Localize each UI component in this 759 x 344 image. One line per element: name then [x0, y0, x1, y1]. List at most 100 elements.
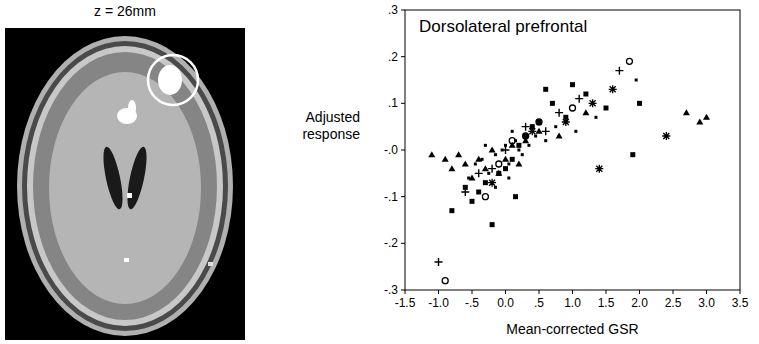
- point: [542, 127, 550, 135]
- point: [449, 208, 454, 213]
- point: [507, 177, 510, 180]
- point: [482, 165, 489, 171]
- x-tick: [572, 290, 573, 294]
- points: [428, 58, 710, 283]
- activation: [158, 65, 182, 95]
- x-tick-label: -1.0: [428, 296, 449, 310]
- point: [494, 186, 497, 189]
- point: [562, 118, 570, 126]
- brain-image: [5, 28, 245, 340]
- x-tick: [539, 290, 540, 294]
- point: [482, 194, 488, 200]
- point: [470, 199, 475, 204]
- point: [615, 67, 623, 75]
- point: [582, 109, 589, 115]
- y-tick-label: .2: [388, 50, 398, 64]
- x-tick: [740, 290, 741, 294]
- roi-circle: [148, 55, 198, 105]
- point: [496, 161, 502, 167]
- point: [595, 165, 603, 173]
- x-tick-label: .5: [534, 296, 544, 310]
- point: [514, 139, 517, 142]
- point: [550, 101, 555, 106]
- x-axis-title: Mean-corrected GSR: [506, 321, 638, 337]
- activation: [127, 193, 132, 198]
- image-background: [5, 28, 245, 340]
- point: [467, 177, 470, 180]
- plot-frame: [405, 10, 740, 290]
- point: [490, 222, 495, 227]
- point: [476, 190, 481, 195]
- point: [696, 119, 703, 125]
- point: [594, 116, 597, 119]
- point: [517, 149, 520, 152]
- activation: [208, 262, 213, 266]
- point: [544, 139, 547, 142]
- y-tick: [401, 290, 405, 291]
- point: [683, 109, 690, 115]
- y-tick: [401, 10, 405, 11]
- point: [534, 135, 537, 138]
- x-tick-label: 0.0: [497, 296, 514, 310]
- point: [503, 166, 508, 171]
- point: [543, 87, 548, 92]
- point: [496, 171, 501, 176]
- x-tick: [405, 290, 406, 294]
- x-tick-label: -.5: [465, 296, 479, 310]
- y-tick: [401, 150, 405, 151]
- point: [442, 278, 448, 284]
- white-matter: [49, 72, 201, 304]
- point: [474, 163, 477, 166]
- point: [637, 101, 642, 106]
- point: [609, 85, 617, 93]
- x-tick: [706, 290, 707, 294]
- point: [435, 258, 443, 266]
- point: [448, 165, 455, 171]
- point: [527, 144, 530, 147]
- x-tick: [438, 290, 439, 294]
- x-tick-label: 1.5: [598, 296, 615, 310]
- point: [462, 161, 469, 167]
- y-tick: [401, 56, 405, 57]
- point: [556, 133, 563, 139]
- y-tick-label: .3: [388, 3, 398, 17]
- point: [455, 151, 462, 157]
- x-tick: [673, 290, 674, 294]
- point: [635, 79, 638, 82]
- point: [570, 82, 575, 87]
- point: [442, 156, 449, 162]
- x-tick-label: 2.5: [665, 296, 682, 310]
- point: [507, 163, 510, 166]
- point: [523, 134, 528, 139]
- point: [488, 179, 496, 187]
- point: [475, 169, 483, 177]
- x-tick: [639, 290, 640, 294]
- point: [487, 172, 490, 175]
- point: [536, 119, 542, 125]
- x-tick: [606, 290, 607, 294]
- point: [554, 125, 557, 128]
- x-tick: [472, 290, 473, 294]
- point: [515, 161, 522, 167]
- point: [575, 95, 583, 103]
- x-tick-label: 2.0: [631, 296, 648, 310]
- point: [521, 153, 524, 156]
- point: [510, 157, 515, 162]
- point: [494, 153, 497, 156]
- y-tick: [401, 196, 405, 197]
- activation: [124, 258, 129, 262]
- point: [537, 120, 542, 125]
- skull: [27, 46, 223, 326]
- point: [504, 144, 507, 147]
- y-tick-label: -.3: [384, 283, 398, 297]
- y-tick-label: -.2: [384, 236, 398, 250]
- point: [516, 143, 521, 148]
- point: [703, 114, 710, 120]
- point: [604, 106, 609, 111]
- gray-matter: [33, 52, 217, 320]
- y-tick: [401, 243, 405, 244]
- point: [523, 133, 529, 139]
- point: [583, 92, 588, 97]
- point: [495, 170, 502, 176]
- point: [483, 180, 488, 185]
